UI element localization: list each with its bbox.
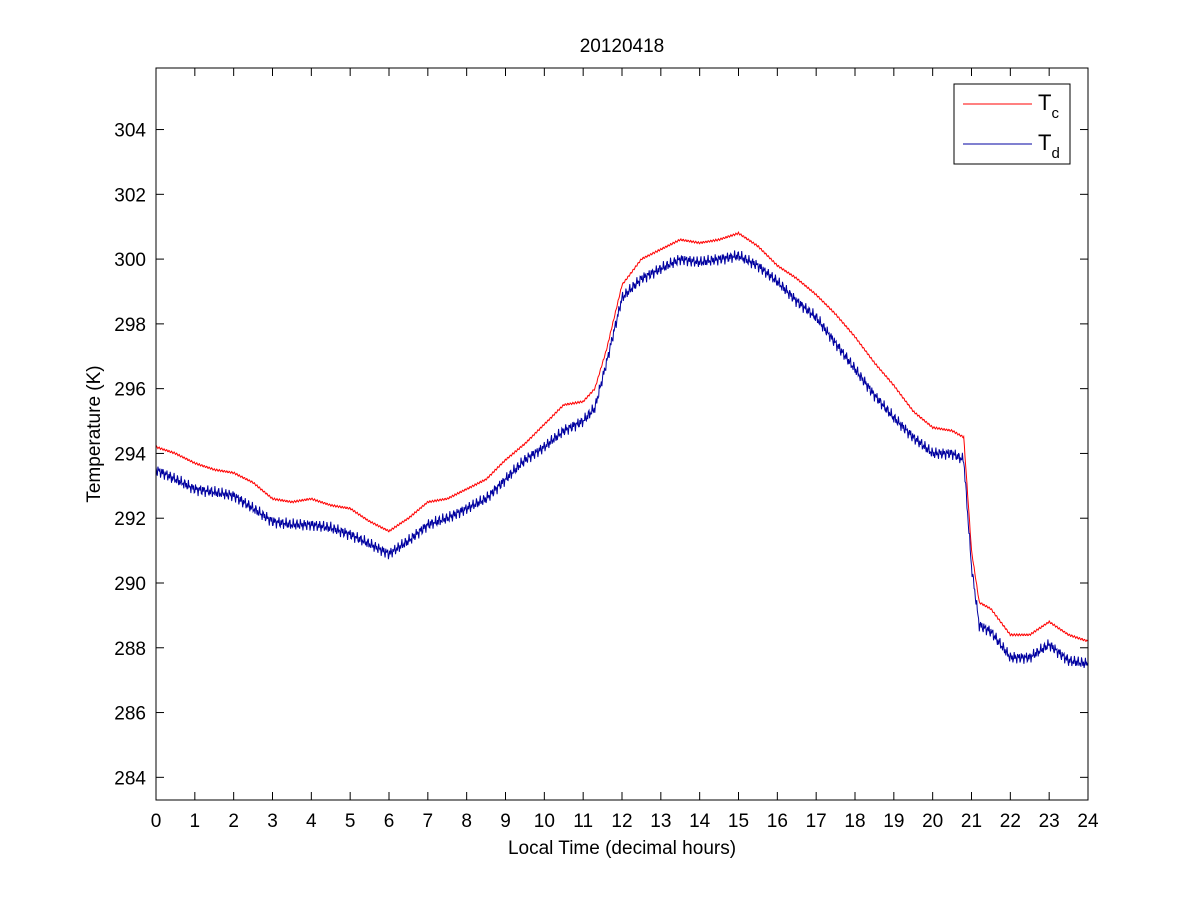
y-tick-label: 292	[114, 509, 146, 530]
x-tick-label: 7	[423, 811, 434, 832]
x-tick-label: 0	[151, 811, 162, 832]
x-tick-label: 4	[306, 811, 317, 832]
x-tick-label: 21	[961, 811, 982, 832]
plot-area	[156, 68, 1088, 800]
x-tick-label: 15	[728, 811, 749, 832]
y-tick-label: 296	[114, 380, 146, 401]
x-tick-label: 5	[345, 811, 356, 832]
y-tick-label: 302	[114, 185, 146, 206]
x-tick-label: 17	[806, 811, 827, 832]
x-tick-label: 13	[650, 811, 671, 832]
x-tick-label: 10	[534, 811, 555, 832]
y-tick-label: 294	[114, 444, 146, 465]
x-tick-label: 16	[767, 811, 788, 832]
legend: Tc Td	[953, 83, 1071, 165]
x-tick-label: 11	[573, 811, 593, 832]
x-tick-label: 14	[689, 811, 711, 832]
x-tick-label: 8	[461, 811, 472, 832]
x-tick-label: 1	[190, 811, 201, 832]
x-tick-label: 20	[922, 811, 943, 832]
y-axis-label: Temperature (K)	[84, 365, 105, 502]
x-tick-label: 18	[844, 811, 865, 832]
x-tick-label: 23	[1039, 811, 1060, 832]
legend-label-td: Td	[1038, 130, 1060, 162]
x-tick-label: 6	[384, 811, 395, 832]
legend-box	[953, 83, 1071, 165]
y-axis: 284 286 288 290 292 294 296 298 300 302 304	[114, 121, 1088, 789]
x-axis-label: Local Time (decimal hours)	[508, 838, 736, 859]
series-line-tc	[155, 231, 1089, 642]
x-tick-label: 22	[1000, 811, 1021, 832]
series-layer	[155, 231, 1089, 668]
x-tick-label: 9	[500, 811, 511, 832]
y-tick-label: 288	[114, 639, 146, 660]
series-line-td	[155, 250, 1089, 668]
x-tick-label: 3	[267, 811, 278, 832]
y-tick-label: 290	[114, 574, 146, 595]
x-axis: 0 1 2 3 4 5 6 7 8 9 10 11 12 13 14 15 16 17 18 19 20 21 22 23 24	[151, 68, 1099, 832]
chart-title: 20120418	[580, 36, 665, 57]
x-tick-label: 19	[883, 811, 904, 832]
y-tick-label: 286	[114, 704, 146, 725]
y-tick-label: 300	[114, 250, 146, 271]
x-tick-label: 24	[1077, 811, 1099, 832]
x-tick-label: 12	[611, 811, 632, 832]
y-tick-label: 298	[114, 315, 146, 336]
x-tick-label: 2	[228, 811, 239, 832]
y-tick-label: 304	[114, 121, 146, 142]
y-tick-label: 284	[114, 768, 146, 789]
legend-label-tc: Tc	[1038, 90, 1059, 122]
